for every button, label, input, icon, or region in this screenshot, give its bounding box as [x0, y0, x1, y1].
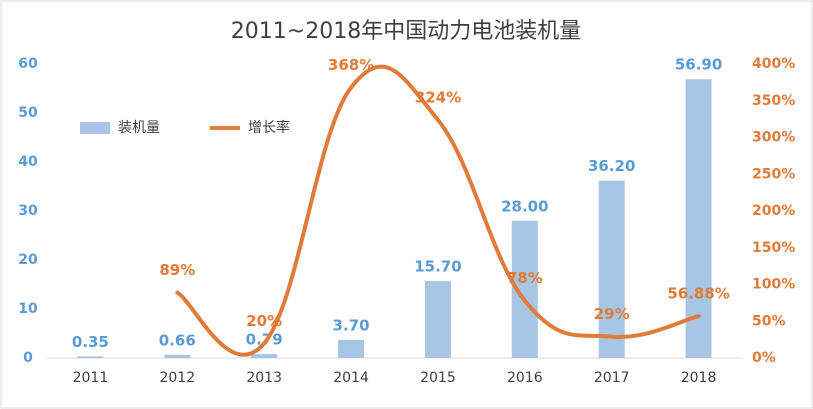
y2-tick-label: 200% [752, 203, 795, 219]
x-tick-label: 2015 [420, 370, 456, 386]
line-label: 78% [507, 269, 543, 287]
line-label: 20% [246, 312, 282, 330]
y-tick-label: 0 [23, 350, 33, 366]
bar-label: 15.70 [414, 258, 461, 276]
y2-tick-label: 250% [752, 166, 795, 182]
chart-title: 2011~2018年中国动力电池装机量 [231, 19, 581, 44]
y2-tick-label: 50% [752, 313, 786, 329]
x-tick-label: 2012 [159, 370, 195, 386]
x-tick-label: 2016 [507, 370, 543, 386]
bar-label: 0.79 [246, 331, 283, 349]
bar-label: 0.66 [159, 331, 196, 349]
y-tick-label: 30 [18, 203, 38, 219]
y2-tick-label: 400% [752, 56, 795, 72]
y-tick-label: 20 [18, 252, 38, 268]
bar-label: 3.70 [333, 316, 370, 334]
bar [338, 339, 365, 358]
y2-tick-label: 150% [752, 240, 795, 256]
y2-tick-label: 0% [752, 350, 776, 366]
line-label: 56.88% [667, 285, 729, 303]
legend-label: 装机量 [118, 120, 160, 136]
bar-label: 28.00 [501, 197, 548, 215]
bar [77, 356, 104, 358]
x-tick-label: 2017 [594, 370, 630, 386]
y2-tick-label: 350% [752, 93, 795, 109]
legend-swatch [80, 122, 110, 134]
line-label: 89% [159, 261, 195, 279]
y-tick-label: 10 [18, 301, 38, 317]
line-label: 368% [328, 56, 374, 74]
bar [164, 354, 191, 358]
y-tick-label: 50 [18, 105, 38, 121]
growth-line [175, 64, 701, 357]
bar [424, 281, 451, 358]
x-tick-label: 2013 [246, 370, 282, 386]
y2-tick-label: 100% [752, 277, 795, 293]
bar [598, 180, 625, 358]
y-tick-label: 60 [18, 56, 38, 72]
bar [251, 354, 278, 358]
y-tick-label: 40 [18, 154, 38, 170]
bar-label: 0.35 [72, 333, 109, 351]
legend-label: 增长率 [248, 119, 290, 136]
x-tick-label: 2011 [73, 370, 109, 386]
line-label: 29% [594, 305, 630, 323]
bar-label: 36.20 [588, 157, 635, 175]
line-label: 324% [415, 88, 461, 106]
bar-label: 56.90 [675, 56, 722, 74]
bar [685, 79, 712, 358]
x-tick-label: 2018 [681, 370, 717, 386]
y2-tick-label: 300% [752, 130, 795, 146]
x-tick-label: 2014 [333, 370, 369, 386]
